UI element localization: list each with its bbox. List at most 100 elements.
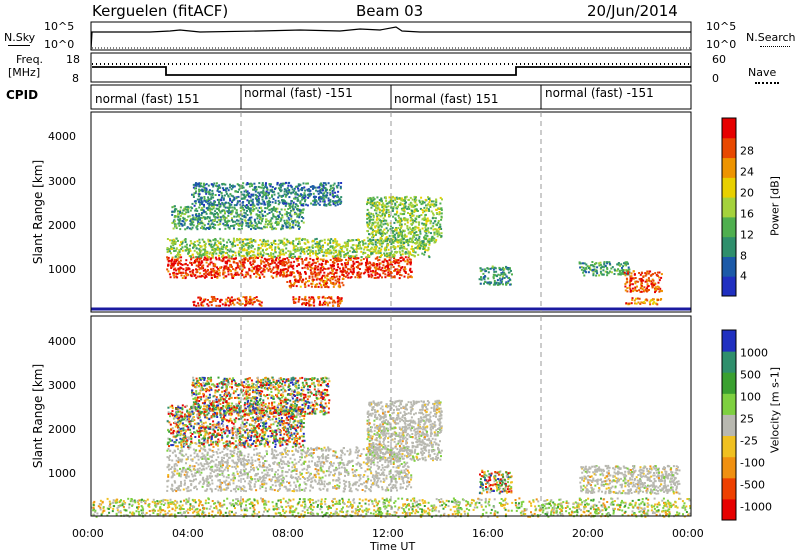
- power-cells-cell: [256, 253, 259, 256]
- power-cells-cell: [349, 257, 352, 260]
- power-cells-cell: [384, 232, 387, 235]
- power-cells-cell: [305, 257, 308, 260]
- power-cells-cell: [373, 230, 376, 232]
- power-cells-cell: [357, 266, 360, 269]
- power-cells-cell: [259, 222, 262, 225]
- power-cells-cell: [399, 233, 402, 236]
- power-cells-cell: [249, 220, 252, 223]
- power-cells-cell: [206, 254, 209, 257]
- power-cells-cell: [346, 274, 349, 277]
- power-cells-cell: [233, 185, 236, 188]
- power-cells-cell: [225, 190, 228, 193]
- power-cells-cell: [502, 271, 505, 274]
- power-cells-cell: [484, 281, 487, 283]
- power-cells-cell: [423, 229, 426, 232]
- power-cells-cell: [307, 261, 310, 264]
- power-cells-cell: [385, 269, 388, 272]
- power-cells-cell: [176, 276, 179, 279]
- power-cells-cell: [332, 239, 335, 242]
- power-cells-cell: [509, 283, 512, 286]
- xtick-2000: 20:00: [572, 527, 604, 540]
- power-cells-cell: [417, 226, 420, 229]
- power-cells-cell: [617, 263, 620, 266]
- power-cells-cell: [622, 269, 625, 271]
- power-cells-cell: [257, 226, 260, 229]
- power-cells-cell: [284, 188, 287, 191]
- power-cells-cell: [413, 234, 416, 237]
- power-cells-cell: [420, 214, 423, 216]
- power-cells-cell: [651, 281, 654, 284]
- power-cells-cell: [433, 220, 436, 223]
- power-cells-cell: [232, 195, 235, 198]
- power-cells-cell: [177, 261, 180, 263]
- power-cells-cell: [212, 196, 215, 199]
- power-cells-cell: [249, 257, 252, 260]
- power-cells-cell: [311, 250, 314, 253]
- power-cb-tick-28: 28: [740, 144, 754, 158]
- power-cells-cell: [224, 252, 227, 255]
- power-cells-cell: [283, 272, 286, 275]
- power-cells-cell: [264, 210, 266, 213]
- power-cells-cell: [392, 276, 395, 278]
- power-cells-cell: [380, 255, 382, 258]
- power-cells-cell: [277, 214, 280, 217]
- power-cells-cell: [266, 226, 268, 229]
- power-cells-cell: [640, 290, 643, 293]
- power-cells-cell: [652, 298, 655, 301]
- power-cells-cell: [629, 277, 632, 280]
- power-cells-cell: [227, 273, 230, 276]
- power-cells-cell: [294, 191, 297, 194]
- power-cells-cell: [334, 256, 337, 259]
- power-cells-cell: [255, 270, 258, 273]
- power-cells-cell: [245, 204, 248, 206]
- power-cells-cell: [277, 187, 280, 190]
- power-cells-cell: [257, 269, 260, 272]
- power-cells-cell: [346, 240, 349, 243]
- power-cells-cell: [646, 280, 649, 283]
- power-cells-cell: [582, 266, 585, 269]
- power-cells-cell: [372, 251, 375, 253]
- power-cells-cell: [332, 189, 335, 192]
- velocity-cells-cell: [295, 468, 298, 471]
- power-cells-cell: [318, 245, 321, 248]
- power-cells-cell: [395, 228, 398, 231]
- power-cells-cell: [380, 239, 383, 242]
- power-cells-cell: [380, 248, 383, 251]
- power-cells-cell: [212, 223, 215, 226]
- power-cells-cell: [269, 185, 272, 188]
- power-cells-cell: [273, 208, 276, 211]
- power-cells-cell: [282, 275, 285, 278]
- power-cells-cell: [175, 258, 178, 261]
- power-cells-cell: [287, 184, 290, 187]
- power-cells-cell: [231, 201, 233, 204]
- power-cells-cell: [256, 195, 259, 198]
- power-cells-cell: [354, 276, 357, 279]
- power-cells-cell: [308, 246, 311, 249]
- power-cells-cell: [271, 195, 274, 198]
- power-cells-cell: [195, 225, 198, 228]
- power-cells-cell: [315, 200, 318, 203]
- power-cells-cell: [381, 232, 383, 235]
- power-cells-cell: [381, 212, 384, 215]
- power-cells-cell: [344, 262, 347, 265]
- power-cells-cell: [215, 207, 218, 210]
- power-cells-cell: [358, 268, 361, 270]
- power-cells-cell: [307, 249, 310, 251]
- power-cells-cell: [315, 203, 317, 206]
- power-cells-cell: [318, 243, 321, 246]
- power-cells-cell: [246, 190, 249, 193]
- power-cells-cell: [233, 196, 236, 199]
- power-cells-cell: [290, 256, 293, 259]
- power-cells-cell: [423, 247, 426, 250]
- power-cells-cell: [256, 226, 259, 229]
- power-cells-cell: [188, 227, 191, 230]
- power-cells-cell: [251, 225, 254, 228]
- power-cells-cell: [252, 267, 255, 270]
- power-cells-cell: [273, 206, 275, 209]
- power-cells-cell: [499, 279, 502, 282]
- power-cells-cell: [645, 278, 648, 281]
- power-cells-cell: [285, 193, 288, 196]
- power-cells-cell: [202, 209, 205, 212]
- power-cells-cell: [198, 238, 201, 241]
- power-cells-cell: [341, 246, 343, 249]
